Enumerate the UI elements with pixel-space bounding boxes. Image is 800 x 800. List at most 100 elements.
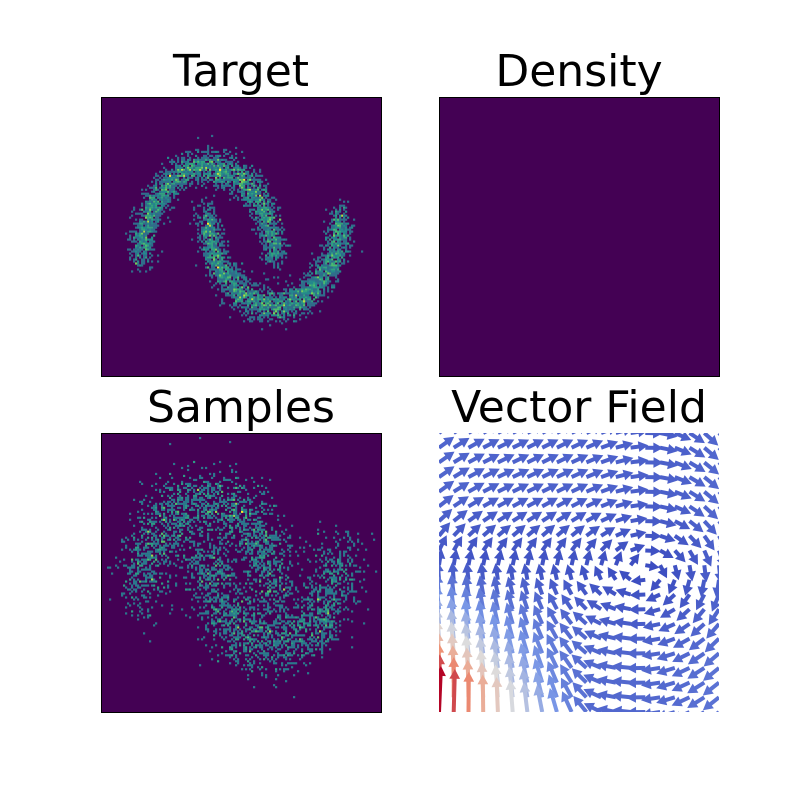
heatmap-cell-samples [187, 558, 190, 561]
heatmap-cell-samples [243, 500, 246, 503]
heatmap-cell-samples [287, 536, 290, 539]
heatmap-cell-samples [237, 612, 240, 615]
heatmap-cell-target [313, 288, 316, 291]
heatmap-cell-samples [343, 586, 346, 589]
heatmap-cell-target [223, 260, 226, 263]
heatmap-cell-target [325, 280, 328, 283]
heatmap-cell-target [281, 302, 284, 305]
heatmap-cell-target [185, 168, 188, 171]
heatmap-cell-samples [285, 614, 288, 617]
heatmap-cell-target [219, 280, 222, 283]
heatmap-cell-target [323, 220, 326, 223]
heatmap-cell-target [291, 308, 294, 311]
heatmap-cell-samples [263, 556, 266, 559]
heatmap-cell-target [209, 160, 212, 163]
heatmap-cell-target [273, 304, 276, 307]
heatmap-cell-target [319, 266, 322, 269]
heatmap-cell-samples [145, 576, 148, 579]
heatmap-cell-samples [285, 652, 288, 655]
heatmap-cell-target [173, 178, 176, 181]
heatmap-cell-target [323, 262, 326, 265]
heatmap-cell-target [225, 294, 228, 297]
heatmap-cell-samples [173, 462, 176, 466]
heatmap-cell-samples [185, 558, 188, 561]
heatmap-cell-samples [263, 652, 266, 655]
heatmap-cell-target [313, 278, 316, 281]
heatmap-cell-target [223, 178, 226, 181]
heatmap-cell-target [259, 296, 262, 299]
heatmap-cell-target [225, 160, 228, 163]
heatmap-cell-target [331, 236, 334, 239]
heatmap-cell-target [273, 248, 276, 251]
heatmap-cell-target [221, 172, 224, 175]
heatmap-cell-target [207, 228, 210, 231]
heatmap-cell-target [149, 200, 152, 203]
heatmap-cell-target [155, 184, 158, 187]
heatmap-cell-samples [261, 574, 264, 577]
heatmap-cell-samples [283, 550, 286, 553]
heatmap-cell-samples [261, 616, 264, 619]
heatmap-cell-samples [251, 630, 254, 633]
heatmap-cell-target [213, 158, 216, 161]
heatmap-cell-target [221, 300, 224, 303]
heatmap-cell-target [145, 244, 148, 247]
heatmap-cell-target [341, 224, 344, 227]
heatmap-cell-target [279, 254, 282, 257]
heatmap-cell-target [259, 320, 262, 323]
heatmap-cell-target [173, 176, 176, 179]
heatmap-cell-samples [227, 622, 230, 625]
heatmap-cell-target [179, 174, 182, 177]
heatmap-cell-target [237, 188, 240, 191]
heatmap-cell-target [181, 174, 184, 177]
heatmap-cell-target [153, 208, 156, 211]
heatmap-cell-target [351, 224, 354, 227]
heatmap-cell-target [245, 198, 248, 201]
heatmap-cell-target [271, 244, 274, 247]
heatmap-cell-samples [329, 616, 332, 619]
heatmap-cell-target [293, 312, 296, 315]
heatmap-cell-samples [255, 494, 258, 497]
heatmap-cell-target [203, 228, 206, 231]
heatmap-cell-target [245, 180, 248, 183]
heatmap-cell-target [279, 308, 282, 311]
heatmap-cell-target [259, 208, 262, 211]
heatmap-cell-samples [215, 510, 218, 513]
heatmap-cell-target [339, 230, 342, 233]
heatmap-cell-target [227, 266, 230, 269]
heatmap-cell-samples [235, 646, 238, 649]
heatmap-cell-target [205, 210, 208, 213]
heatmap-cell-samples [207, 572, 210, 575]
heatmap-cell-target [143, 254, 146, 257]
heatmap-cell-samples [261, 510, 264, 513]
heatmap-cell-samples [205, 604, 208, 607]
heatmap-cell-samples [261, 506, 264, 509]
heatmap-cell-samples [185, 482, 188, 486]
heatmap-cell-target [239, 290, 242, 293]
heatmap-cell-target [345, 248, 348, 251]
heatmap-cell-target [203, 232, 206, 235]
heatmap-cell-samples [295, 602, 298, 605]
heatmap-cell-samples [159, 488, 162, 491]
heatmap-cell-target [277, 300, 280, 303]
heatmap-cell-target [317, 296, 320, 299]
heatmap-cell-target [335, 260, 338, 263]
heatmap-cell-samples [231, 608, 234, 611]
heatmap-cell-samples [231, 530, 234, 533]
heatmap-cell-samples [211, 512, 214, 515]
heatmap-cell-samples [157, 594, 160, 597]
heatmap-cell-samples [253, 518, 256, 521]
heatmap-cell-samples [229, 516, 232, 519]
heatmap-cell-target [335, 210, 338, 213]
heatmap-cell-target [211, 200, 214, 203]
heatmap-cell-samples [211, 584, 214, 587]
heatmap-cell-samples [325, 626, 328, 629]
heatmap-cell-target [217, 280, 220, 283]
heatmap-cell-samples [313, 600, 316, 603]
heatmap-cell-target [141, 236, 144, 239]
heatmap-cell-target [177, 180, 180, 183]
heatmap-cell-target [157, 200, 160, 203]
heatmap-cell-target [333, 250, 336, 253]
heatmap-cell-samples [165, 558, 168, 561]
heatmap-cell-target [255, 204, 258, 207]
heatmap-cell-samples [265, 644, 268, 647]
